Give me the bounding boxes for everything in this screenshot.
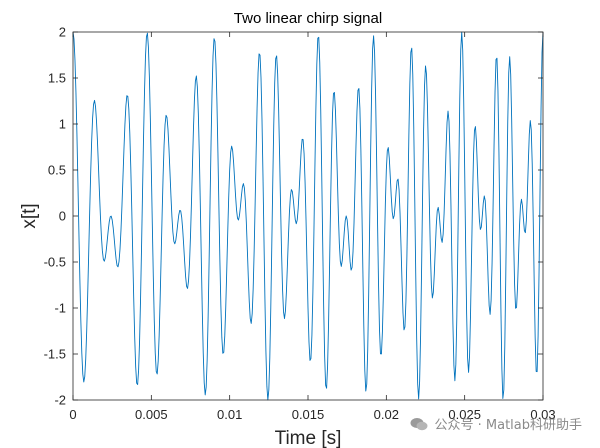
- x-tick-label: 0.03: [530, 407, 555, 422]
- wechat-icon: [410, 417, 428, 430]
- y-tick-label: -1: [54, 301, 66, 316]
- watermark: 公众号 · Matlab科研助手: [410, 414, 582, 433]
- series-line-signal: [72, 31, 544, 401]
- axes-background: [73, 32, 543, 400]
- plot-area: [72, 31, 544, 401]
- x-tick-label: 0: [69, 407, 76, 422]
- x-tick-label: 0.015: [292, 407, 325, 422]
- y-tick-label: 0: [59, 209, 66, 224]
- x-tick-label: 0.01: [217, 407, 242, 422]
- y-tick-label: 1: [59, 117, 66, 132]
- y-axis-label: x[t]: [19, 203, 40, 228]
- y-tick-label: -1.5: [44, 347, 66, 362]
- y-tick-label: -0.5: [44, 255, 66, 270]
- x-axis-label: Time [s]: [275, 428, 342, 448]
- watermark-text: 公众号 · Matlab科研助手: [434, 418, 582, 433]
- y-tick-label: 0.5: [48, 163, 66, 178]
- chart-title: Two linear chirp signal: [234, 10, 382, 27]
- y-tick-label: -2: [54, 393, 66, 408]
- x-axis-ticks: 0 0.005 0.01 0.015 0.02 0.025 0.03: [69, 32, 556, 422]
- y-axis-ticks: -2 -1.5 -1 -0.5 0 0.5 1 1.5 2: [44, 25, 543, 408]
- x-tick-label: 0.02: [374, 407, 399, 422]
- x-tick-label: 0.005: [135, 407, 168, 422]
- x-tick-label: 0.025: [448, 407, 481, 422]
- y-tick-label: 1.5: [48, 71, 66, 86]
- y-tick-label: 2: [59, 25, 66, 40]
